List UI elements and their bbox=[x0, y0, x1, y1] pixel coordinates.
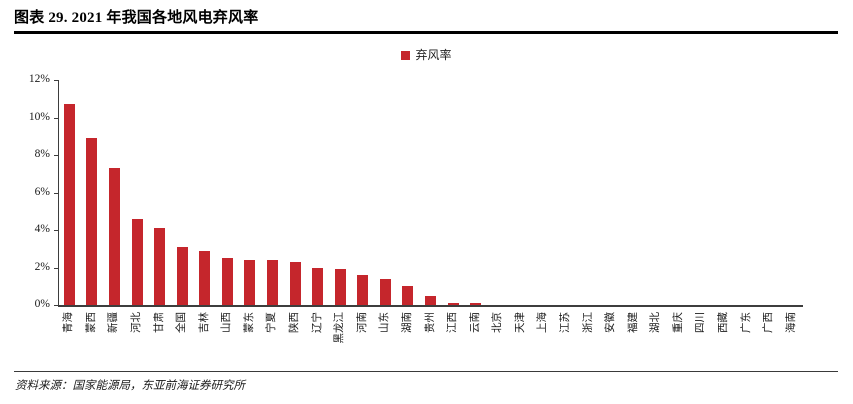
x-axis-label: 甘肃 bbox=[153, 312, 165, 333]
x-axis-label: 北京 bbox=[492, 312, 504, 333]
x-axis-label: 西藏 bbox=[717, 312, 729, 333]
x-axis-label: 湖南 bbox=[401, 312, 413, 333]
bar-山东 bbox=[379, 278, 391, 305]
x-axis-label: 重庆 bbox=[672, 312, 684, 333]
bar-河南 bbox=[357, 275, 369, 305]
x-axis-label: 陕西 bbox=[289, 312, 301, 333]
y-axis-tick-label: 12% bbox=[28, 73, 50, 85]
x-axis-label: 宁夏 bbox=[266, 312, 278, 333]
bar-蒙西 bbox=[86, 138, 98, 305]
x-axis-label: 山东 bbox=[379, 312, 391, 333]
y-axis-tick bbox=[54, 80, 58, 81]
x-axis-label: 辽宁 bbox=[311, 312, 323, 333]
x-axis-label: 山西 bbox=[221, 312, 233, 333]
x-axis-label: 河南 bbox=[356, 312, 368, 333]
footer-divider bbox=[14, 371, 838, 372]
x-axis-label: 四川 bbox=[695, 312, 707, 333]
bar-吉林 bbox=[199, 250, 211, 305]
x-axis-line bbox=[58, 305, 803, 307]
legend-label: 弃风率 bbox=[415, 48, 452, 62]
chart-legend: 弃风率 bbox=[0, 48, 853, 62]
y-axis-tick bbox=[54, 192, 58, 194]
x-axis-label: 江西 bbox=[447, 312, 459, 333]
bar-辽宁 bbox=[312, 267, 324, 305]
x-axis-label: 天津 bbox=[514, 312, 526, 333]
x-axis-label: 青海 bbox=[63, 312, 75, 333]
bar-黑龙江 bbox=[334, 269, 346, 305]
y-axis-tick-label: 6% bbox=[34, 185, 50, 198]
y-axis-tick bbox=[54, 267, 58, 269]
bar-蒙东 bbox=[244, 260, 256, 305]
y-axis-tick-label: 2% bbox=[34, 260, 50, 273]
y-axis-tick bbox=[54, 117, 58, 119]
x-axis-label: 湖北 bbox=[650, 312, 662, 333]
x-axis-label: 福建 bbox=[627, 312, 639, 333]
bar-甘肃 bbox=[154, 228, 166, 305]
y-axis-tick-label: 4% bbox=[34, 223, 50, 235]
x-axis-label: 吉林 bbox=[198, 312, 210, 333]
bar-贵州 bbox=[425, 295, 436, 305]
y-axis-tick bbox=[54, 305, 58, 306]
x-axis-label: 海南 bbox=[785, 312, 797, 333]
x-axis-label: 贵州 bbox=[424, 312, 436, 333]
source-note: 资料来源：国家能源局，东亚前海证券研究所 bbox=[15, 380, 245, 392]
x-axis-label: 江苏 bbox=[559, 312, 571, 333]
y-axis-tick bbox=[54, 155, 58, 156]
y-axis-tick bbox=[54, 230, 58, 231]
bar-江西 bbox=[447, 303, 459, 305]
y-axis-tick-label: 8% bbox=[34, 148, 50, 160]
bar-湖南 bbox=[402, 286, 414, 305]
y-axis-tick-label: 10% bbox=[28, 110, 50, 123]
x-axis-label: 全国 bbox=[176, 312, 188, 333]
bar-全国 bbox=[176, 246, 188, 305]
x-axis-label: 上海 bbox=[537, 312, 549, 333]
title-divider bbox=[14, 31, 838, 34]
x-axis-label: 广东 bbox=[740, 312, 752, 333]
x-axis-label: 蒙东 bbox=[243, 312, 255, 333]
bar-新疆 bbox=[108, 168, 120, 305]
bar-青海 bbox=[63, 104, 75, 305]
x-axis-label: 蒙西 bbox=[85, 312, 97, 333]
y-axis-tick-label: 0% bbox=[34, 298, 50, 310]
bar-河北 bbox=[131, 218, 143, 305]
y-axis-line bbox=[58, 80, 60, 305]
x-axis-label: 广西 bbox=[763, 312, 775, 333]
x-axis-label: 云南 bbox=[469, 312, 481, 333]
figure-title: 图表 29. 2021 年我国各地风电弃风率 bbox=[14, 10, 259, 26]
x-axis-label: 新疆 bbox=[108, 312, 120, 333]
x-axis-label: 河北 bbox=[131, 312, 142, 333]
legend-swatch-icon bbox=[401, 50, 411, 60]
bar-陕西 bbox=[289, 261, 301, 305]
x-axis-label: 安徽 bbox=[605, 312, 617, 333]
x-axis-label: 浙江 bbox=[582, 312, 594, 333]
bar-云南 bbox=[470, 303, 482, 305]
bar-山西 bbox=[221, 258, 233, 305]
bar-宁夏 bbox=[266, 260, 278, 305]
x-axis-label: 黑龙江 bbox=[334, 312, 346, 344]
